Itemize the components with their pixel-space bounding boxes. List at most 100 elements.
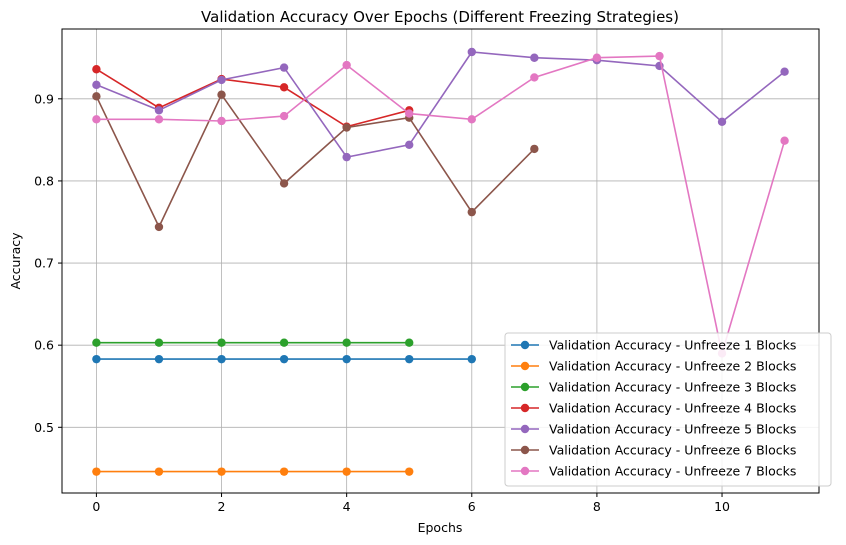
series-3 bbox=[92, 338, 414, 347]
data-point bbox=[279, 338, 289, 347]
data-point bbox=[217, 90, 226, 99]
series-line bbox=[95, 68, 410, 128]
data-point bbox=[780, 136, 789, 145]
legend-item: Validation Accuracy - Unfreeze 7 Blocks bbox=[511, 464, 796, 479]
data-point bbox=[92, 467, 101, 476]
data-point bbox=[92, 115, 101, 124]
legend-box bbox=[504, 332, 832, 487]
y-tick-label: 0.9 bbox=[34, 91, 54, 106]
data-point bbox=[279, 467, 289, 476]
chart-title: Validation Accuracy Over Epochs (Differe… bbox=[201, 8, 679, 26]
series-line bbox=[95, 93, 535, 229]
data-point bbox=[154, 467, 164, 476]
data-point bbox=[279, 83, 289, 92]
data-point bbox=[405, 338, 414, 347]
y-tick-label: 0.7 bbox=[34, 256, 54, 271]
y-axis-label: Accuracy bbox=[8, 232, 23, 290]
data-point bbox=[154, 354, 164, 364]
data-point bbox=[467, 207, 476, 217]
x-tick-label: 4 bbox=[343, 499, 351, 514]
series-7 bbox=[92, 51, 789, 358]
legend-label: Validation Accuracy - Unfreeze 3 Blocks bbox=[549, 380, 796, 395]
series-line bbox=[96, 55, 786, 354]
data-point bbox=[530, 53, 539, 62]
legend-item: Validation Accuracy - Unfreeze 1 Blocks bbox=[511, 338, 796, 353]
data-point bbox=[467, 115, 476, 124]
data-point bbox=[467, 354, 476, 364]
legend-label: Validation Accuracy - Unfreeze 2 Blocks bbox=[549, 359, 796, 374]
x-tick-label: 10 bbox=[714, 499, 730, 514]
data-point bbox=[405, 354, 414, 364]
data-point bbox=[530, 144, 539, 154]
legend-item: Validation Accuracy - Unfreeze 3 Blocks bbox=[511, 380, 796, 395]
series-1 bbox=[92, 354, 476, 364]
data-point bbox=[154, 115, 164, 124]
x-axis-label: Epochs bbox=[418, 520, 463, 535]
data-point bbox=[655, 51, 664, 61]
data-point bbox=[592, 53, 602, 62]
legend-label: Validation Accuracy - Unfreeze 4 Blocks bbox=[549, 401, 796, 416]
series-2 bbox=[92, 467, 414, 476]
data-point bbox=[342, 152, 351, 162]
legend-swatch-marker bbox=[520, 445, 530, 455]
x-tick-label: 8 bbox=[593, 499, 601, 514]
legend-swatch-marker bbox=[520, 340, 530, 350]
y-tick-label: 0.8 bbox=[34, 173, 54, 188]
data-point bbox=[279, 179, 289, 188]
x-tick-label: 0 bbox=[92, 499, 100, 514]
data-point bbox=[342, 354, 351, 364]
data-point bbox=[530, 73, 539, 82]
x-tick-label: 2 bbox=[218, 499, 226, 514]
legend-swatch-marker bbox=[520, 361, 530, 371]
plot-frame bbox=[61, 28, 820, 494]
data-point bbox=[92, 354, 101, 364]
data-point bbox=[279, 354, 289, 364]
legend-swatch-marker bbox=[520, 424, 530, 434]
data-point bbox=[405, 109, 414, 118]
data-point bbox=[92, 338, 101, 347]
data-point bbox=[217, 116, 226, 126]
legend-item: Validation Accuracy - Unfreeze 4 Blocks bbox=[511, 401, 796, 416]
legend-label: Validation Accuracy - Unfreeze 1 Blocks bbox=[549, 338, 796, 353]
data-point bbox=[405, 467, 414, 476]
legend-item: Validation Accuracy - Unfreeze 5 Blocks bbox=[511, 422, 796, 437]
legend-label: Validation Accuracy - Unfreeze 6 Blocks bbox=[549, 443, 796, 458]
series-line bbox=[96, 51, 786, 158]
legend-item: Validation Accuracy - Unfreeze 6 Blocks bbox=[511, 443, 796, 458]
series-lines bbox=[92, 47, 789, 476]
legend: Validation Accuracy - Unfreeze 1 Blocks V… bbox=[504, 332, 832, 487]
legend-label: Validation Accuracy - Unfreeze 5 Blocks bbox=[549, 422, 796, 437]
data-point bbox=[467, 47, 476, 57]
axis-ticks: 0 2 4 6 8 10 0.5 0.6 0.7 0.8 0.9 bbox=[34, 91, 730, 514]
data-point bbox=[154, 222, 164, 232]
data-point bbox=[217, 338, 226, 347]
legend-swatch-marker bbox=[520, 403, 530, 413]
data-point bbox=[342, 60, 351, 70]
legend-item: Validation Accuracy - Unfreeze 2 Blocks bbox=[511, 359, 796, 374]
data-point bbox=[92, 92, 101, 101]
legend-swatch-marker bbox=[520, 466, 530, 476]
data-point bbox=[154, 106, 164, 115]
data-point bbox=[717, 117, 727, 127]
data-point bbox=[154, 338, 164, 347]
data-point bbox=[405, 140, 414, 149]
data-point bbox=[217, 75, 226, 85]
data-point bbox=[279, 63, 289, 72]
data-point bbox=[217, 467, 226, 476]
data-point bbox=[780, 67, 789, 76]
data-point bbox=[217, 354, 226, 364]
data-point bbox=[342, 338, 351, 347]
data-point bbox=[342, 467, 351, 476]
legend-swatch-marker bbox=[520, 382, 530, 392]
y-tick-label: 0.5 bbox=[34, 420, 54, 435]
data-point bbox=[92, 65, 101, 74]
data-point bbox=[279, 111, 289, 121]
x-tick-label: 6 bbox=[468, 499, 476, 514]
data-point bbox=[92, 80, 101, 90]
y-tick-label: 0.6 bbox=[34, 338, 54, 353]
series-6 bbox=[92, 90, 539, 232]
data-point bbox=[342, 123, 351, 132]
legend-label: Validation Accuracy - Unfreeze 7 Blocks bbox=[549, 464, 796, 479]
